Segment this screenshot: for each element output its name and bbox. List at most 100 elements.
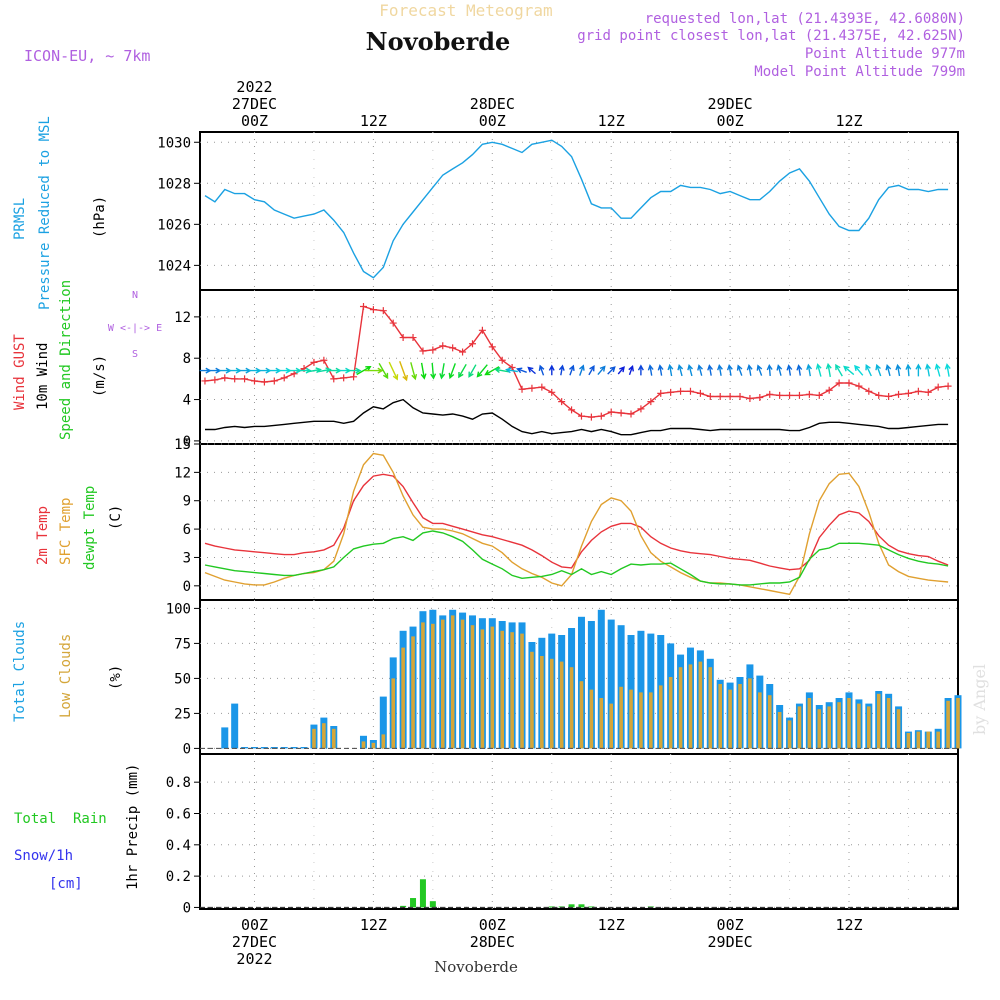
- low-cloud-bar: [847, 698, 851, 749]
- precip-panel-labels: Total Rain Snow/1h [cm] 1hr Precip (mm): [14, 764, 141, 892]
- precip-panel: 0 0.2 0.4 0.6 0.8: [166, 753, 959, 916]
- low-cloud-bar: [371, 742, 376, 749]
- wind-panel-labels: Wind GUST 10m Wind Speed and Direction (…: [12, 280, 162, 440]
- precip-frame: [199, 753, 959, 910]
- top-time-label: 28DEC: [470, 95, 515, 113]
- gust-point: [290, 370, 298, 378]
- total-cloud-bar: [637, 630, 645, 749]
- total-cloud-bar: [241, 747, 249, 749]
- gust-point: [637, 405, 645, 413]
- wind-direction-arrow: [468, 364, 477, 378]
- low-cloud-bar: [886, 698, 891, 749]
- wind-unit: (m/s): [92, 355, 108, 397]
- gust-point: [835, 379, 843, 387]
- 2m-temp-line: [204, 473, 949, 571]
- low-cloud-bar: [490, 626, 495, 749]
- low-cloud-bar: [589, 689, 594, 749]
- gust-point: [330, 375, 338, 383]
- pressure-unit: (hPa): [92, 196, 108, 238]
- wind-direction-arrow: [766, 363, 773, 376]
- wind-ytick-label: 4: [183, 393, 191, 409]
- low-cloud-bar: [688, 664, 693, 749]
- gust-point: [736, 392, 744, 400]
- wind-direction-arrow: [637, 364, 644, 376]
- low-cloud-bar: [500, 630, 505, 749]
- temperature-ytick-label: 9: [183, 494, 191, 510]
- low-cloud-bar: [876, 693, 881, 749]
- temp-panel-labels: 2m Temp SFC Temp dewpt Temp (C): [35, 486, 124, 570]
- gust-point: [389, 319, 397, 327]
- low-cloud-bar: [787, 720, 792, 749]
- precip-ytick-label: 0.2: [166, 869, 191, 885]
- gust-point: [280, 374, 288, 382]
- gust-point: [241, 375, 249, 383]
- low-cloud-bar: [569, 667, 574, 749]
- low-cloud-bar: [926, 731, 931, 749]
- wind-direction-arrow: [219, 367, 232, 374]
- wind-direction-arrow: [548, 364, 555, 376]
- gust-point: [746, 395, 754, 403]
- low-cloud-bar: [401, 647, 405, 749]
- wind-direction-arrow: [835, 363, 843, 377]
- gust-point: [201, 377, 209, 385]
- clouds-ytick-label: 0: [183, 741, 191, 757]
- pressure-ytick-label: 1028: [157, 176, 191, 192]
- wind-direction-arrow: [388, 361, 399, 381]
- gust-point: [914, 387, 922, 395]
- wind-direction-arrow: [476, 364, 488, 378]
- temperature-ytick-label: 3: [183, 550, 191, 566]
- 10m-wind-line: [205, 398, 949, 436]
- wind-direction-arrow: [458, 363, 467, 379]
- gust-point: [419, 347, 427, 355]
- low-cloud-bar: [460, 619, 465, 749]
- low-cloud-bar: [748, 678, 752, 749]
- low-cloud-bar: [867, 706, 871, 749]
- low-cloud-bar: [312, 728, 316, 749]
- pressure-panel: 1024 1026 1028 1030: [157, 131, 959, 291]
- gust-point: [627, 410, 635, 418]
- clouds-ytick-label: 75: [174, 636, 191, 652]
- gust-point: [895, 390, 903, 398]
- wind-direction-arrow: [697, 364, 704, 376]
- gust-point: [478, 326, 486, 334]
- low-cloud-bar: [728, 689, 732, 749]
- top-time-label: 12Z: [360, 112, 387, 130]
- low-cloud-bar: [857, 703, 861, 749]
- temperature-frame: [199, 443, 959, 601]
- cloud-panel-labels: Total Clouds Low Clouds (%): [12, 621, 124, 722]
- wind-panel: 0 4 8 12: [174, 290, 959, 450]
- low-cloud-bar: [450, 615, 455, 749]
- top-time-label: 00Z: [241, 112, 268, 130]
- low-cloud-bar: [549, 658, 554, 749]
- compass-n: N: [132, 290, 138, 301]
- precip-ytick-label: 0.4: [166, 838, 191, 854]
- pressure-ytick-label: 1030: [157, 135, 191, 151]
- wind-direction-arrow: [806, 363, 813, 377]
- wind-direction-arrow: [410, 362, 418, 381]
- gust-point: [310, 358, 318, 366]
- gust-point: [250, 377, 258, 385]
- pressure-label-2: Pressure Reduced to MSL: [37, 116, 53, 310]
- low-cloud-bar: [946, 700, 950, 749]
- wind-direction-arrow: [258, 367, 272, 374]
- low-cloud-bar: [579, 681, 584, 749]
- wind-direction-arrow: [707, 364, 714, 376]
- rain-bar: [419, 879, 426, 908]
- gust-point: [865, 387, 873, 395]
- rain-bar: [410, 898, 417, 908]
- wind-direction-arrow: [579, 364, 585, 376]
- gust-point: [677, 387, 685, 395]
- low-cloud-bar: [678, 667, 683, 749]
- point-altitude: Point Altitude 977m: [805, 46, 965, 62]
- top-time-label: 12Z: [835, 112, 862, 130]
- gust-point: [706, 392, 714, 400]
- gust-point: [885, 392, 893, 400]
- model-altitude: Model Point Altitude 799m: [754, 64, 965, 80]
- gust-point: [607, 408, 615, 416]
- requested-coords: requested lon,lat (21.4393E, 42.6080N): [645, 11, 965, 27]
- gust-point: [795, 391, 803, 399]
- wind-direction-arrow: [746, 363, 753, 376]
- gust-point: [786, 391, 794, 399]
- wind-direction-arrow: [796, 364, 803, 376]
- low-clouds-label: Low Clouds: [58, 634, 74, 718]
